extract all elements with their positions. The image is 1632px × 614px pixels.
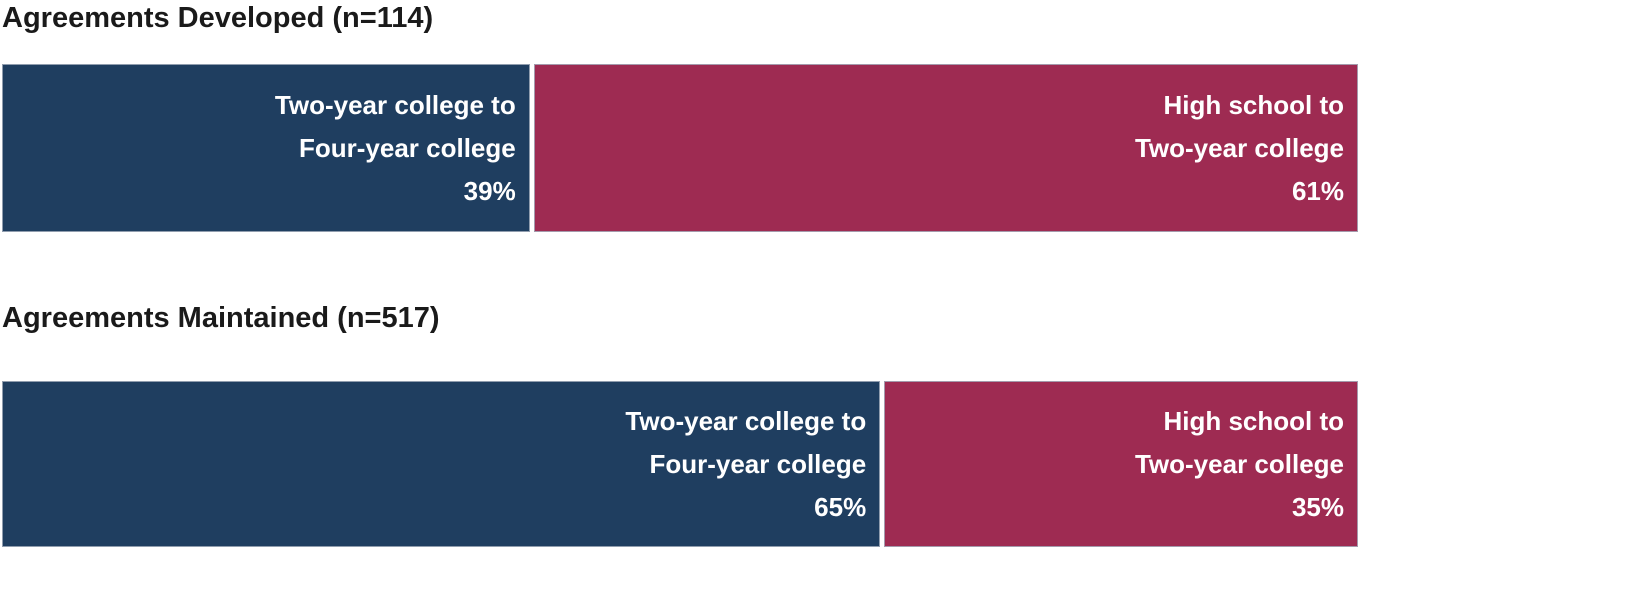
segment-value: 35% xyxy=(1291,491,1344,522)
segment-label-line: Two-year college to xyxy=(625,405,867,436)
segment-label: High school to Two-year college 61% xyxy=(1135,84,1357,213)
segment-value: 39% xyxy=(463,175,516,206)
bar-segment-maintained-high-school-to-two-year: High school to Two-year college 35% xyxy=(884,381,1358,547)
segment-value: 65% xyxy=(814,491,867,522)
segment-label: Two-year college to Four-year college 39… xyxy=(275,84,529,213)
segment-label-line: Two-year college xyxy=(1134,448,1344,479)
bar-segment-developed-high-school-to-two-year: High school to Two-year college 61% xyxy=(533,64,1358,232)
segment-label-line: Four-year college xyxy=(649,448,867,479)
bar-segment-developed-two-to-four-year: Two-year college to Four-year college 39… xyxy=(2,64,530,232)
segment-label: High school to Two-year college 35% xyxy=(1135,400,1357,529)
segment-label-line: Two-year college xyxy=(1134,132,1344,163)
segment-label-line: High school to xyxy=(1163,89,1344,120)
stacked-bar-agreements-developed: Two-year college to Four-year college 39… xyxy=(2,64,1358,232)
stacked-bar-agreements-maintained: Two-year college to Four-year college 65… xyxy=(2,381,1358,547)
chart-title-agreements-developed: Agreements Developed (n=114) xyxy=(2,2,434,34)
segment-label: Two-year college to Four-year college 65… xyxy=(625,400,879,529)
segment-label-line: High school to xyxy=(1163,405,1344,436)
segment-label-line: Two-year college to xyxy=(274,89,516,120)
chart-title-agreements-maintained: Agreements Maintained (n=517) xyxy=(2,302,440,334)
bar-segment-maintained-two-to-four-year: Two-year college to Four-year college 65… xyxy=(2,381,881,547)
segment-label-line: Four-year college xyxy=(298,132,516,163)
segment-value: 61% xyxy=(1291,175,1344,206)
